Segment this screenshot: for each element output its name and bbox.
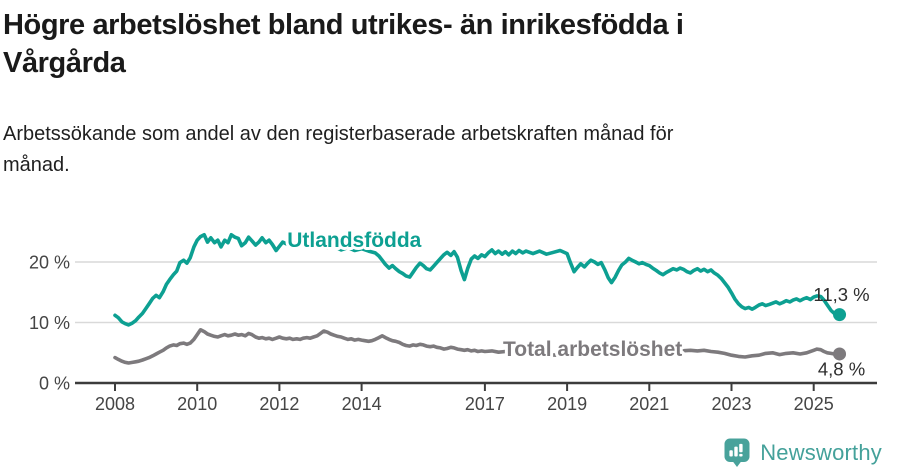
y-tick-label: 20 % xyxy=(29,253,70,273)
newsworthy-logo-icon xyxy=(724,438,750,467)
series-end-dot-total xyxy=(833,347,847,361)
newsworthy-wordmark: Newsworthy xyxy=(760,439,882,465)
series-line-foreign-born xyxy=(113,233,840,327)
x-tick-label: 2012 xyxy=(259,394,299,414)
x-tick-labels: 2008 2010 2012 2014 2017 2019 2021 2023 2025 xyxy=(95,394,834,414)
chart-subtitle: Arbetssökande som andel av den registerb… xyxy=(3,123,674,176)
x-tick-label: 2010 xyxy=(177,394,217,414)
series-inline-label-total: Total arbetslöshet xyxy=(503,338,682,361)
x-tick-label: 2019 xyxy=(547,394,587,414)
y-tick-labels: 0 % 10 % 20 % xyxy=(29,253,70,394)
x-tick-label: 2025 xyxy=(794,394,834,414)
x-tick-label: 2023 xyxy=(711,394,751,414)
gridlines xyxy=(75,261,877,324)
series-end-label-foreign-born: 11,3 % xyxy=(813,284,869,305)
series-end-dot-foreign-born xyxy=(833,308,847,322)
x-tick-label: 2014 xyxy=(342,394,382,414)
series-line-total xyxy=(113,328,840,365)
series-inline-label-foreign-born: Utlandsfödda xyxy=(287,229,421,252)
x-axis xyxy=(75,381,877,391)
y-tick-label: 10 % xyxy=(29,313,70,333)
x-tick-label: 2008 xyxy=(95,394,135,414)
y-tick-label: 0 % xyxy=(39,374,70,394)
x-tick-label: 2021 xyxy=(629,394,669,414)
newsworthy-branding: Newsworthy xyxy=(722,437,882,468)
page-title: Högre arbetslöshet bland utrikes- än inr… xyxy=(3,9,684,79)
series-end-label-total: 4,8 % xyxy=(818,358,865,379)
x-tick-label: 2017 xyxy=(465,394,505,414)
